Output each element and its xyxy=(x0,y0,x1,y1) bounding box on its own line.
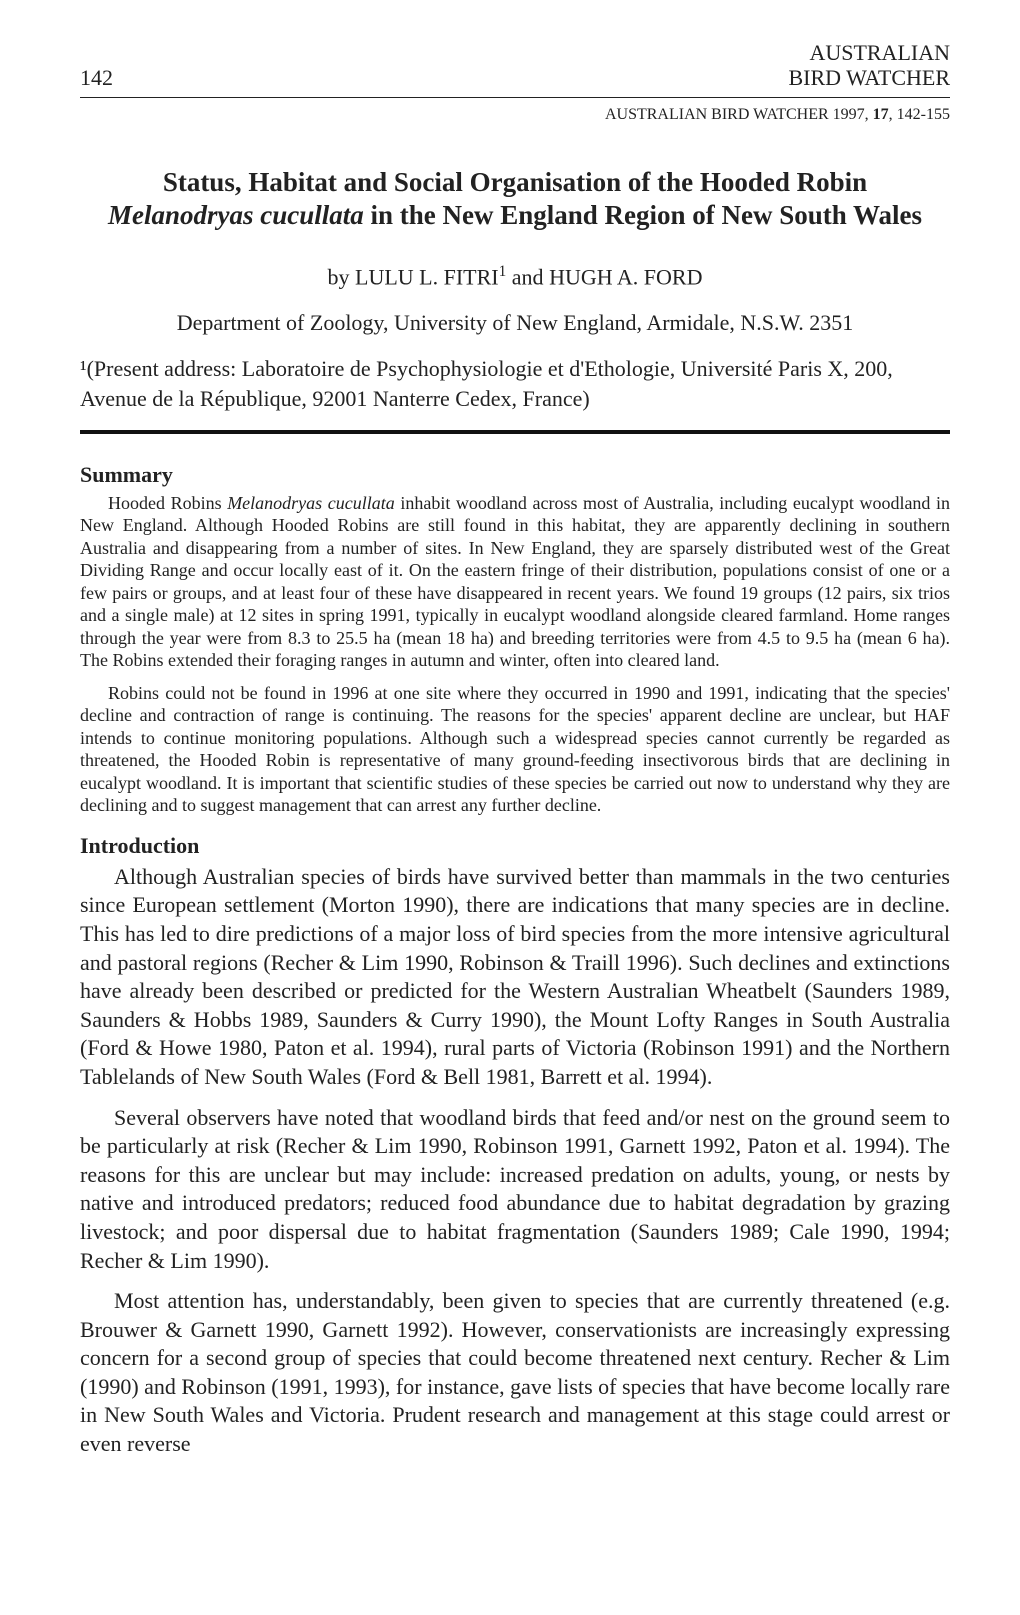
summary-para-1-species: Melanodryas cucullata xyxy=(227,493,395,513)
title-species: Melanodryas cucullata xyxy=(108,200,364,230)
byline-and: and xyxy=(506,264,549,289)
running-header: 142 AUSTRALIAN BIRD WATCHER xyxy=(80,40,950,91)
journal-name: AUSTRALIAN BIRD WATCHER xyxy=(788,40,950,91)
summary-para-1-post: inhabit woodland across most of Australi… xyxy=(80,493,950,671)
citation-line: AUSTRALIAN BIRD WATCHER 1997, 17, 142-15… xyxy=(80,106,950,124)
citation-volume: 17 xyxy=(873,106,889,123)
summary-para-2: Robins could not be found in 1996 at one… xyxy=(80,682,950,817)
summary-para-1: Hooded Robins Melanodryas cucullata inha… xyxy=(80,492,950,672)
citation-pages: , 142-155 xyxy=(889,106,950,123)
journal-line-1: AUSTRALIAN xyxy=(809,40,950,65)
article-title: Status, Habitat and Social Organisation … xyxy=(100,166,930,234)
title-rule xyxy=(80,430,950,434)
header-rule xyxy=(80,97,950,98)
introduction-heading: Introduction xyxy=(80,833,950,859)
title-line-2-rest: in the New England Region of New South W… xyxy=(364,200,922,230)
title-line-1: Status, Habitat and Social Organisation … xyxy=(163,167,867,197)
page: 142 AUSTRALIAN BIRD WATCHER AUSTRALIAN B… xyxy=(0,0,1020,1615)
page-number: 142 xyxy=(80,65,113,91)
author-2: HUGH A. FORD xyxy=(549,264,702,289)
affiliation: Department of Zoology, University of New… xyxy=(80,310,950,336)
summary-heading: Summary xyxy=(80,462,950,488)
byline-prefix: by xyxy=(328,264,356,289)
author-byline: by LULU L. FITRI1 and HUGH A. FORD xyxy=(80,263,950,290)
author-1: LULU L. FITRI xyxy=(355,264,499,289)
intro-para-1: Although Australian species of birds hav… xyxy=(80,863,950,1092)
summary-para-1-pre: Hooded Robins xyxy=(108,493,227,513)
intro-para-3: Most attention has, understandably, been… xyxy=(80,1287,950,1459)
journal-line-2: BIRD WATCHER xyxy=(788,65,950,90)
present-address: ¹(Present address: Laboratoire de Psycho… xyxy=(80,354,950,413)
citation-prefix: AUSTRALIAN BIRD WATCHER 1997, xyxy=(605,106,873,123)
intro-para-2: Several observers have noted that woodla… xyxy=(80,1104,950,1276)
